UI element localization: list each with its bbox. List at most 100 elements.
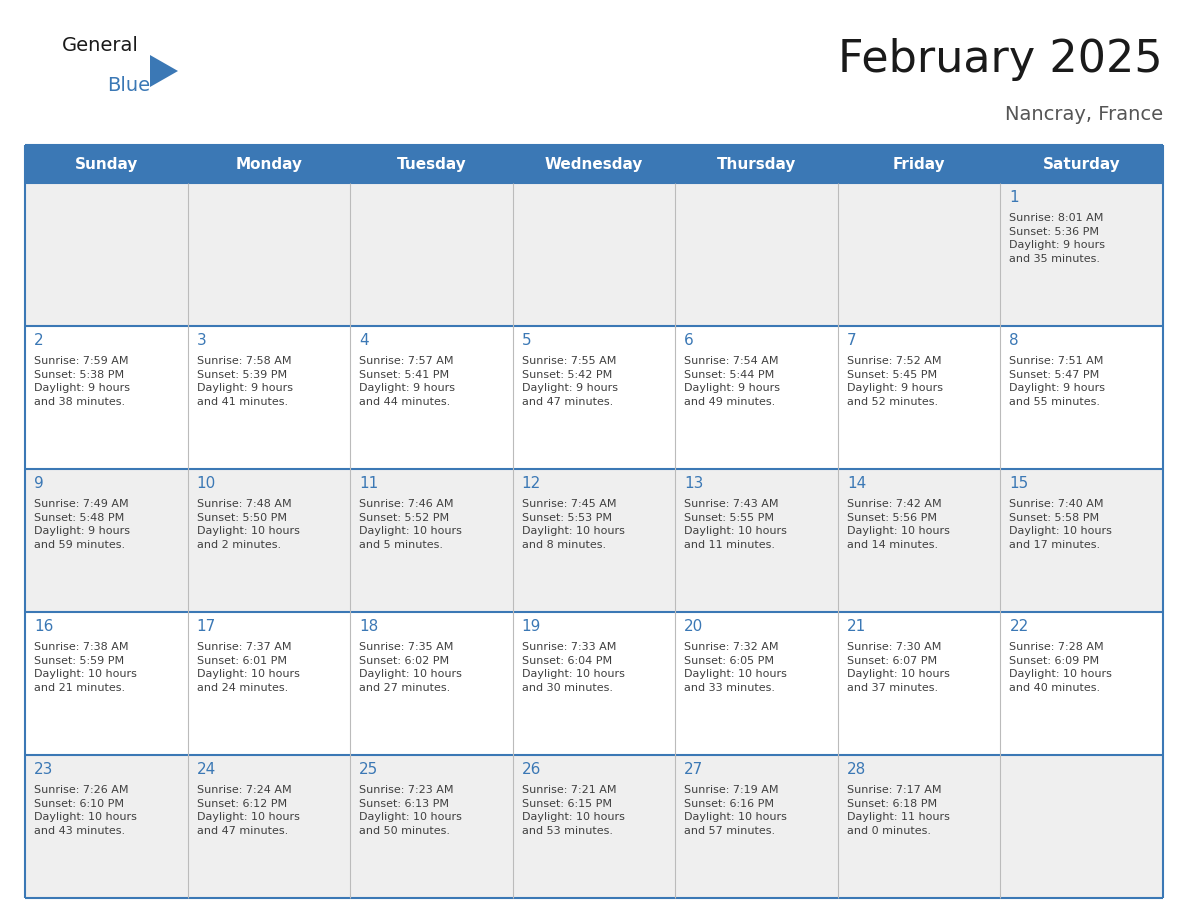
Text: 17: 17 (196, 619, 216, 634)
Text: 18: 18 (359, 619, 379, 634)
Bar (513, 145, 675, 183)
Text: Sunrise: 7:38 AM
Sunset: 5:59 PM
Daylight: 10 hours
and 21 minutes.: Sunrise: 7:38 AM Sunset: 5:59 PM Dayligh… (34, 642, 137, 693)
Text: Sunrise: 7:35 AM
Sunset: 6:02 PM
Daylight: 10 hours
and 27 minutes.: Sunrise: 7:35 AM Sunset: 6:02 PM Dayligh… (359, 642, 462, 693)
Bar (838, 612, 1000, 755)
Text: Sunrise: 7:32 AM
Sunset: 6:05 PM
Daylight: 10 hours
and 33 minutes.: Sunrise: 7:32 AM Sunset: 6:05 PM Dayligh… (684, 642, 788, 693)
Text: Sunrise: 7:17 AM
Sunset: 6:18 PM
Daylight: 11 hours
and 0 minutes.: Sunrise: 7:17 AM Sunset: 6:18 PM Dayligh… (847, 785, 949, 835)
Text: Sunrise: 7:54 AM
Sunset: 5:44 PM
Daylight: 9 hours
and 49 minutes.: Sunrise: 7:54 AM Sunset: 5:44 PM Dayligh… (684, 356, 781, 407)
Text: 21: 21 (847, 619, 866, 634)
Bar (838, 183, 1000, 326)
Bar (675, 612, 838, 755)
Bar (513, 755, 675, 898)
Text: 22: 22 (1010, 619, 1029, 634)
Text: General: General (62, 36, 139, 55)
Text: Monday: Monday (235, 156, 303, 172)
Text: 9: 9 (34, 476, 44, 491)
Bar (1000, 326, 1163, 469)
Bar (350, 145, 513, 183)
Text: 28: 28 (847, 762, 866, 777)
Text: 15: 15 (1010, 476, 1029, 491)
Text: 3: 3 (196, 333, 207, 348)
Text: 25: 25 (359, 762, 379, 777)
Text: Sunrise: 7:30 AM
Sunset: 6:07 PM
Daylight: 10 hours
and 37 minutes.: Sunrise: 7:30 AM Sunset: 6:07 PM Dayligh… (847, 642, 949, 693)
Bar (1000, 612, 1163, 755)
Bar (350, 755, 513, 898)
Text: 13: 13 (684, 476, 703, 491)
Bar (188, 183, 350, 326)
Text: Tuesday: Tuesday (397, 156, 467, 172)
Text: 1: 1 (1010, 190, 1019, 205)
Text: 6: 6 (684, 333, 694, 348)
Text: Sunrise: 7:33 AM
Sunset: 6:04 PM
Daylight: 10 hours
and 30 minutes.: Sunrise: 7:33 AM Sunset: 6:04 PM Dayligh… (522, 642, 625, 693)
Text: 24: 24 (196, 762, 216, 777)
Bar (350, 183, 513, 326)
Text: Nancray, France: Nancray, France (1005, 105, 1163, 124)
Bar (513, 612, 675, 755)
Text: Sunrise: 7:45 AM
Sunset: 5:53 PM
Daylight: 10 hours
and 8 minutes.: Sunrise: 7:45 AM Sunset: 5:53 PM Dayligh… (522, 499, 625, 550)
Text: 7: 7 (847, 333, 857, 348)
Bar (1000, 145, 1163, 183)
Text: Blue: Blue (107, 76, 150, 95)
Text: 23: 23 (34, 762, 53, 777)
Text: Sunrise: 7:42 AM
Sunset: 5:56 PM
Daylight: 10 hours
and 14 minutes.: Sunrise: 7:42 AM Sunset: 5:56 PM Dayligh… (847, 499, 949, 550)
Bar (838, 755, 1000, 898)
Bar (675, 469, 838, 612)
Bar (25, 755, 188, 898)
Text: Wednesday: Wednesday (545, 156, 643, 172)
Text: Sunrise: 7:26 AM
Sunset: 6:10 PM
Daylight: 10 hours
and 43 minutes.: Sunrise: 7:26 AM Sunset: 6:10 PM Dayligh… (34, 785, 137, 835)
Text: 8: 8 (1010, 333, 1019, 348)
Bar (25, 145, 188, 183)
Bar (1000, 469, 1163, 612)
Text: 11: 11 (359, 476, 379, 491)
Text: Sunrise: 7:51 AM
Sunset: 5:47 PM
Daylight: 9 hours
and 55 minutes.: Sunrise: 7:51 AM Sunset: 5:47 PM Dayligh… (1010, 356, 1105, 407)
Bar (350, 612, 513, 755)
Text: Sunrise: 7:19 AM
Sunset: 6:16 PM
Daylight: 10 hours
and 57 minutes.: Sunrise: 7:19 AM Sunset: 6:16 PM Dayligh… (684, 785, 788, 835)
Text: 19: 19 (522, 619, 541, 634)
Polygon shape (150, 55, 178, 87)
Bar (513, 326, 675, 469)
Bar (188, 612, 350, 755)
Text: Sunrise: 7:40 AM
Sunset: 5:58 PM
Daylight: 10 hours
and 17 minutes.: Sunrise: 7:40 AM Sunset: 5:58 PM Dayligh… (1010, 499, 1112, 550)
Text: Sunrise: 7:43 AM
Sunset: 5:55 PM
Daylight: 10 hours
and 11 minutes.: Sunrise: 7:43 AM Sunset: 5:55 PM Dayligh… (684, 499, 788, 550)
Bar (1000, 755, 1163, 898)
Text: Sunrise: 7:37 AM
Sunset: 6:01 PM
Daylight: 10 hours
and 24 minutes.: Sunrise: 7:37 AM Sunset: 6:01 PM Dayligh… (196, 642, 299, 693)
Text: 4: 4 (359, 333, 368, 348)
Text: Sunrise: 7:59 AM
Sunset: 5:38 PM
Daylight: 9 hours
and 38 minutes.: Sunrise: 7:59 AM Sunset: 5:38 PM Dayligh… (34, 356, 129, 407)
Text: 10: 10 (196, 476, 216, 491)
Bar (188, 469, 350, 612)
Bar (1000, 183, 1163, 326)
Bar (513, 469, 675, 612)
Bar (675, 145, 838, 183)
Text: Thursday: Thursday (716, 156, 796, 172)
Bar (188, 755, 350, 898)
Text: Sunrise: 7:24 AM
Sunset: 6:12 PM
Daylight: 10 hours
and 47 minutes.: Sunrise: 7:24 AM Sunset: 6:12 PM Dayligh… (196, 785, 299, 835)
Text: February 2025: February 2025 (839, 38, 1163, 81)
Text: Sunrise: 7:21 AM
Sunset: 6:15 PM
Daylight: 10 hours
and 53 minutes.: Sunrise: 7:21 AM Sunset: 6:15 PM Dayligh… (522, 785, 625, 835)
Text: 12: 12 (522, 476, 541, 491)
Text: Sunrise: 8:01 AM
Sunset: 5:36 PM
Daylight: 9 hours
and 35 minutes.: Sunrise: 8:01 AM Sunset: 5:36 PM Dayligh… (1010, 213, 1105, 263)
Text: Sunrise: 7:58 AM
Sunset: 5:39 PM
Daylight: 9 hours
and 41 minutes.: Sunrise: 7:58 AM Sunset: 5:39 PM Dayligh… (196, 356, 292, 407)
Text: Sunday: Sunday (75, 156, 138, 172)
Bar (350, 326, 513, 469)
Text: Sunrise: 7:57 AM
Sunset: 5:41 PM
Daylight: 9 hours
and 44 minutes.: Sunrise: 7:57 AM Sunset: 5:41 PM Dayligh… (359, 356, 455, 407)
Text: 16: 16 (34, 619, 53, 634)
Text: Friday: Friday (893, 156, 946, 172)
Bar (513, 183, 675, 326)
Text: Sunrise: 7:48 AM
Sunset: 5:50 PM
Daylight: 10 hours
and 2 minutes.: Sunrise: 7:48 AM Sunset: 5:50 PM Dayligh… (196, 499, 299, 550)
Text: Sunrise: 7:23 AM
Sunset: 6:13 PM
Daylight: 10 hours
and 50 minutes.: Sunrise: 7:23 AM Sunset: 6:13 PM Dayligh… (359, 785, 462, 835)
Text: Sunrise: 7:28 AM
Sunset: 6:09 PM
Daylight: 10 hours
and 40 minutes.: Sunrise: 7:28 AM Sunset: 6:09 PM Dayligh… (1010, 642, 1112, 693)
Text: 20: 20 (684, 619, 703, 634)
Bar (838, 145, 1000, 183)
Text: 5: 5 (522, 333, 531, 348)
Text: Sunrise: 7:55 AM
Sunset: 5:42 PM
Daylight: 9 hours
and 47 minutes.: Sunrise: 7:55 AM Sunset: 5:42 PM Dayligh… (522, 356, 618, 407)
Bar (838, 469, 1000, 612)
Bar (675, 183, 838, 326)
Bar (838, 326, 1000, 469)
Bar (25, 326, 188, 469)
Bar (188, 145, 350, 183)
Bar (25, 469, 188, 612)
Bar (675, 755, 838, 898)
Text: 14: 14 (847, 476, 866, 491)
Text: Saturday: Saturday (1043, 156, 1120, 172)
Text: 26: 26 (522, 762, 541, 777)
